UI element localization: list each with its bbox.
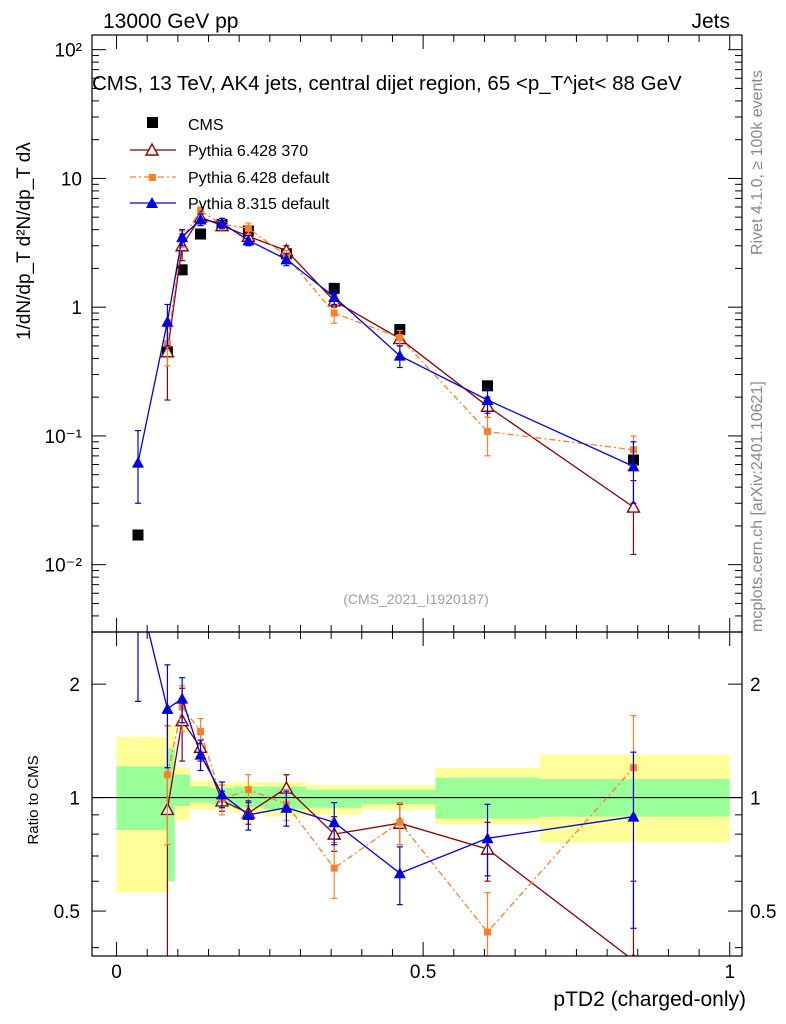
main-point-pythia-8-315-default-3 bbox=[194, 213, 207, 225]
x-axis-ticks: 0 0.5 1 bbox=[111, 35, 735, 983]
ratio-point-pythia-8-315-default-10 bbox=[627, 810, 640, 822]
ratio-point-pythia-8-315-default-7 bbox=[328, 816, 341, 828]
main-series-pythia-6-428-370 bbox=[160, 209, 641, 556]
xtick-label-0: 0 bbox=[111, 962, 122, 983]
legend-marker-pythia6-370 bbox=[144, 142, 160, 156]
header-energy: 13000 GeV pp bbox=[103, 10, 238, 33]
main-point-pythia-6-428-370-9 bbox=[626, 499, 641, 513]
ratio-y-ticks: 0.5 0.5 1 1 2 2 bbox=[54, 675, 776, 949]
main-series-pythia-8-315-default bbox=[131, 213, 640, 504]
main-point-pythia-8-315-default-2 bbox=[176, 231, 189, 243]
main-point-pythia-6-428-default-2 bbox=[197, 207, 205, 215]
ratio-series-pythia-8-315-default bbox=[132, 582, 640, 929]
mcplots-label: mcplots.cern.ch [arXiv:2401.10621] bbox=[749, 381, 766, 632]
main-line-pythia-6-428-default bbox=[166, 209, 634, 451]
xtick-label-1: 0.5 bbox=[410, 962, 436, 983]
ratio-series-pythia-6-428-370 bbox=[160, 687, 637, 956]
legend-label-cms: CMS bbox=[188, 117, 224, 134]
ratio-ytick-label-right-0: 0.5 bbox=[750, 902, 776, 923]
legend-label-pythia8: Pythia 8.315 default bbox=[188, 196, 330, 213]
ratio-ytick-label-left-0: 0.5 bbox=[54, 902, 80, 923]
main-point-pythia-8-315-default-1 bbox=[161, 315, 174, 327]
ratio-point-pythia-8-315-default-4 bbox=[216, 788, 228, 800]
x-axis-label: pTD2 (charged-only) bbox=[553, 988, 746, 1011]
plot-title: CMS, 13 TeV, AK4 jets, central dijet reg… bbox=[92, 72, 682, 95]
main-ytick-label-0: 10⁻² bbox=[45, 556, 83, 577]
main-point-pythia-6-428-default-8 bbox=[484, 428, 492, 436]
ratio-point-pythia-8-315-default-6 bbox=[280, 801, 293, 813]
main-point-cms-8 bbox=[394, 324, 406, 336]
main-point-pythia-6-428-default-6 bbox=[330, 309, 338, 317]
xtick-label-2: 1 bbox=[724, 962, 735, 983]
y-axis-label-ratio: Ratio to CMS bbox=[25, 755, 42, 844]
main-point-cms-7 bbox=[328, 282, 340, 294]
ratio-line-pythia-6-428-370 bbox=[166, 719, 629, 956]
ratio-point-pythia-8-315-default-8 bbox=[393, 867, 406, 879]
ratio-point-pythia-6-428-default-6 bbox=[330, 864, 338, 872]
main-point-pythia-6-428-default-4 bbox=[244, 224, 252, 232]
legend: CMS Pythia 6.428 370 Pythia 6.428 defaul… bbox=[130, 117, 330, 213]
main-point-pythia-6-428-default-7 bbox=[396, 334, 404, 342]
main-series-cms bbox=[132, 218, 639, 541]
ratio-ytick-label-left-2: 2 bbox=[69, 675, 80, 696]
main-point-cms-0 bbox=[132, 529, 144, 541]
main-point-pythia-8-315-default-5 bbox=[242, 234, 255, 246]
main-point-cms-3 bbox=[195, 228, 207, 240]
main-point-pythia-8-315-default-7 bbox=[328, 290, 341, 302]
ratio-band-inner-7 bbox=[306, 789, 362, 808]
main-point-pythia-8-315-default-4 bbox=[216, 217, 228, 229]
ratio-line-pythia-6-428-default bbox=[166, 705, 634, 934]
legend-label-pythia6-370: Pythia 6.428 370 bbox=[188, 143, 308, 160]
ratio-point-pythia-8-315-default-3 bbox=[194, 748, 207, 760]
ratio-band-inner-2 bbox=[174, 774, 191, 806]
ratio-point-pythia-6-428-default-7 bbox=[396, 818, 404, 826]
ratio-plot-area bbox=[92, 582, 742, 956]
ratio-point-pythia-8-315-default-5 bbox=[242, 808, 255, 820]
ratio-point-pythia-6-428-default-0 bbox=[163, 771, 171, 779]
header-jets: Jets bbox=[691, 10, 730, 33]
analysis-watermark: (CMS_2021_I1920187) bbox=[343, 591, 489, 607]
ratio-point-pythia-8-315-default-2 bbox=[176, 692, 189, 704]
main-ytick-label-4: 10² bbox=[55, 41, 82, 62]
ratio-frame bbox=[91, 631, 743, 957]
ratio-point-pythia-6-428-default-8 bbox=[484, 928, 492, 936]
main-point-cms-2 bbox=[176, 264, 188, 276]
main-y-ticks: 10⁻² 10⁻¹ 1 10 10² bbox=[45, 41, 742, 633]
rivet-label: Rivet 4.1.0, ≥ 100k events bbox=[749, 70, 766, 255]
main-ytick-label-3: 10 bbox=[61, 169, 82, 190]
ratio-band-inner-8 bbox=[361, 789, 436, 805]
ratio-ytick-label-right-2: 2 bbox=[750, 675, 761, 696]
ratio-point-pythia-8-315-default-0 bbox=[132, 582, 144, 593]
main-point-cms-9 bbox=[482, 380, 494, 392]
ratio-point-pythia-6-428-default-2 bbox=[197, 727, 205, 735]
ratio-point-pythia-6-428-default-4 bbox=[244, 786, 252, 794]
main-plot-area bbox=[131, 206, 641, 556]
y-axis-label-main: 1/dN/dp_T d²N/dp_T dλ bbox=[14, 142, 35, 340]
ratio-band-inner-0 bbox=[116, 766, 168, 831]
ratio-point-pythia-8-315-default-1 bbox=[161, 702, 174, 714]
legend-marker-cms bbox=[147, 117, 158, 128]
ratio-point-pythia-8-315-default-9 bbox=[481, 832, 494, 844]
main-point-pythia-8-315-default-8 bbox=[393, 349, 406, 361]
legend-marker-pythia8 bbox=[146, 197, 158, 208]
legend-label-pythia6-default: Pythia 6.428 default bbox=[188, 170, 330, 187]
main-ytick-label-1: 10⁻¹ bbox=[45, 427, 83, 448]
main-line-pythia-8-315-default bbox=[137, 218, 634, 467]
ratio-ytick-label-left-1: 1 bbox=[69, 789, 80, 810]
legend-marker-pythia6-default bbox=[149, 174, 156, 181]
main-series-pythia-6-428-default bbox=[163, 206, 637, 466]
main-point-pythia-8-315-default-10 bbox=[627, 460, 640, 472]
ratio-ytick-label-right-1: 1 bbox=[750, 789, 761, 810]
main-line-pythia-6-428-370 bbox=[166, 216, 634, 508]
main-ytick-label-2: 1 bbox=[71, 298, 82, 319]
main-point-pythia-8-315-default-6 bbox=[280, 253, 293, 265]
main-point-pythia-8-315-default-9 bbox=[481, 394, 494, 406]
ratio-band-inner-3 bbox=[190, 786, 212, 803]
main-point-pythia-8-315-default-0 bbox=[131, 456, 144, 468]
